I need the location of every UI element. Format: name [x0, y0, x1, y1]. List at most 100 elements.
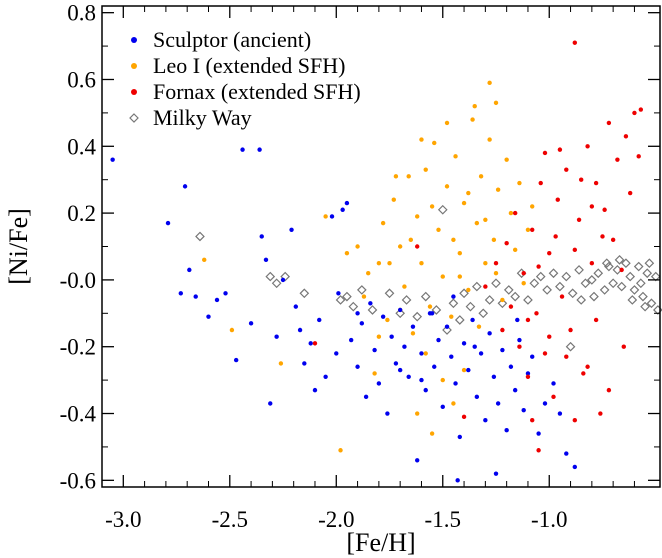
milky-data-point — [484, 295, 495, 305]
sculptor-data-point — [355, 364, 360, 369]
fornax-data-point — [619, 267, 624, 273]
sculptor-data-point — [508, 364, 514, 369]
milky-data-point — [621, 258, 631, 269]
leo-data-point — [504, 157, 509, 162]
leo-data-point — [415, 214, 420, 219]
milky-data-point — [510, 291, 521, 302]
fornax-data-point — [504, 240, 509, 246]
leo-data-point — [440, 274, 445, 279]
sculptor-data-point — [380, 314, 386, 319]
milky-data-point — [635, 278, 646, 289]
fornax-data-point — [547, 250, 552, 256]
sculptor-data-point — [530, 354, 535, 359]
sculptor-data-point — [397, 367, 403, 373]
sculptor-data-point — [515, 317, 520, 323]
fornax-data-point — [525, 317, 531, 323]
fornax-data-point — [530, 227, 535, 232]
sculptor-data-point — [504, 428, 509, 433]
milky-data-point — [529, 278, 540, 289]
fornax-data-point — [559, 294, 565, 299]
sculptor-data-point — [429, 311, 435, 316]
sculptor-data-point — [368, 301, 373, 306]
leo-data-point — [457, 274, 463, 279]
sculptor-data-point — [257, 147, 262, 152]
milky-data-point — [299, 288, 310, 299]
legend-marker-milky — [129, 113, 139, 123]
milky-data-point — [625, 271, 636, 282]
fornax-data-point — [542, 150, 548, 156]
milky-data-point — [599, 285, 610, 295]
sculptor-data-point — [564, 451, 569, 456]
sculptor-data-point — [308, 341, 313, 346]
milky-data-point — [471, 281, 482, 292]
legend: Sculptor (ancient)Leo I (extended SFH)Fo… — [129, 27, 361, 130]
milky-data-point — [367, 305, 378, 315]
leo-data-point — [483, 217, 488, 222]
leo-data-point — [483, 261, 488, 266]
sculptor-data-point — [329, 214, 335, 219]
milky-data-point — [431, 305, 442, 315]
milky-data-point — [608, 278, 618, 289]
milky-data-point — [638, 291, 648, 302]
fornax-data-point — [525, 374, 531, 379]
sculptor-data-point — [187, 267, 192, 273]
leo-data-point — [429, 431, 435, 436]
sculptor-data-point — [312, 387, 318, 393]
x-tick-label: -2.5 — [212, 507, 248, 532]
y-tick-label: 0.2 — [67, 201, 96, 226]
fornax-data-point — [606, 387, 612, 393]
milky-data-point — [448, 298, 459, 309]
fornax-data-point — [606, 120, 612, 126]
fornax-data-point — [593, 317, 599, 323]
fornax-data-point — [530, 417, 535, 423]
sculptor-data-point — [493, 471, 499, 476]
fornax-data-point — [572, 417, 578, 423]
leo-data-point — [427, 304, 433, 309]
leo-data-point — [530, 204, 535, 209]
sculptor-data-point — [355, 311, 360, 316]
sculptor-data-point — [214, 297, 220, 303]
leo-data-point — [202, 257, 207, 263]
milky-data-point — [465, 301, 476, 312]
milky-data-point — [548, 268, 559, 279]
sculptor-data-point — [410, 324, 416, 329]
fornax-data-point — [572, 247, 578, 253]
milky-data-point — [642, 268, 653, 279]
sculptor-data-point — [478, 351, 484, 356]
legend-label-fornax: Fornax (extended SFH) — [153, 79, 361, 104]
milky-data-point — [580, 278, 591, 289]
x-tick-label: -2.0 — [318, 507, 354, 532]
leo-data-point — [512, 247, 518, 253]
sculptor-data-point — [233, 357, 239, 363]
y-tick-label: -0.4 — [60, 402, 97, 427]
fornax-data-point — [461, 414, 467, 420]
x-axis-label: [Fe/H] — [346, 528, 415, 557]
fornax-data-point — [593, 180, 599, 186]
fornax-data-point — [555, 197, 560, 202]
sculptor-data-point — [193, 294, 198, 299]
sculptor-data-point — [455, 478, 460, 483]
sculptor-data-point — [470, 317, 475, 323]
y-tick-label: 0.6 — [67, 67, 96, 92]
legend-label-milky: Milky Way — [153, 105, 252, 130]
fornax-data-point — [585, 144, 590, 149]
sculptor-data-point — [359, 321, 365, 326]
fornax-data-point — [568, 327, 573, 333]
sculptor-data-point — [297, 327, 303, 333]
legend-marker-sculptor — [131, 37, 137, 43]
fornax-data-point — [517, 344, 522, 349]
leo-data-point — [432, 140, 437, 146]
leo-data-point — [410, 331, 416, 336]
leo-data-point — [372, 371, 377, 376]
leo-data-point — [440, 377, 445, 383]
leo-data-point — [423, 167, 428, 172]
sculptor-data-point — [336, 291, 341, 296]
milky-data-point — [195, 231, 205, 242]
sculptor-data-point — [461, 341, 467, 346]
sculptor-data-point — [268, 401, 273, 406]
sculptor-data-point — [472, 344, 477, 349]
leo-data-point — [476, 324, 482, 329]
sculptor-data-point — [449, 354, 454, 359]
milky-data-point — [280, 271, 291, 282]
milky-data-point — [265, 271, 276, 282]
